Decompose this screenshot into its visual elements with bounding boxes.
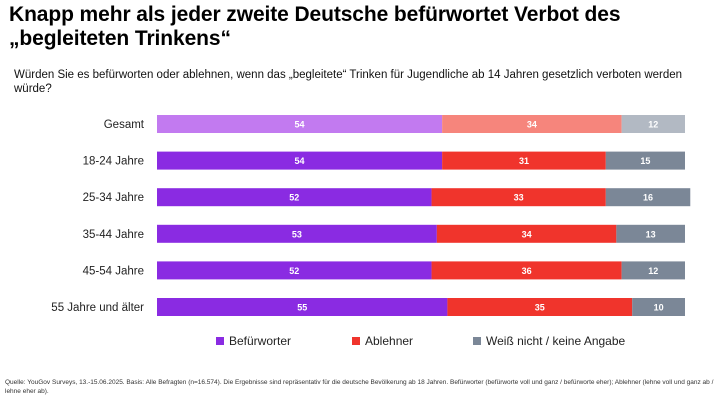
bar-weiss-nicht-keine-angabe-55-jahre-und-aelter: [632, 298, 685, 316]
value-label-weiss-nicht-keine-angabe-gesamt: 12: [648, 120, 658, 130]
bar-weiss-nicht-keine-angabe-18-24-jahre: [605, 151, 685, 170]
value-label-befuerworter-45-54-jahre: 52: [289, 266, 299, 276]
value-label-weiss-nicht-keine-angabe-35-44-jahre: 13: [646, 229, 656, 239]
bar-ablehner-55-jahre-und-aelter: [447, 298, 633, 316]
chart-title: Knapp mehr als jeder zweite Deutsche bef…: [9, 3, 621, 50]
survey-question: Würden Sie es befürworten oder ablehnen,…: [14, 69, 683, 95]
value-label-weiss-nicht-keine-angabe-45-54-jahre: 12: [648, 266, 658, 276]
bar-weiss-nicht-keine-angabe-35-44-jahre: [616, 224, 685, 243]
bar-ablehner-35-44-jahre: [436, 224, 617, 243]
category-label-25-34-jahre: 25-34 Jahre: [83, 192, 144, 204]
legend-item-weiss-nicht: Weiß nicht / keine Angabe: [473, 334, 625, 348]
category-label-gesamt: Gesamt: [104, 119, 145, 131]
source-note: Quelle: YouGov Surveys, 13.-15.06.2025. …: [5, 379, 714, 395]
bar-befuerworter-35-44-jahre: [157, 224, 437, 243]
bar-befuerworter-gesamt: [157, 115, 443, 133]
value-label-befuerworter-55-jahre-und-aelter: 55: [297, 303, 307, 313]
bar-ablehner-gesamt: [442, 115, 622, 133]
value-label-ablehner-35-44-jahre: 34: [522, 229, 532, 239]
value-label-befuerworter-18-24-jahre: 54: [295, 156, 305, 166]
category-label-55-jahre-und-aelter: 55 Jahre und älter: [51, 302, 144, 314]
value-label-ablehner-18-24-jahre: 31: [519, 156, 529, 166]
bar-ablehner-25-34-jahre: [431, 188, 606, 207]
stacked-bar-chart: Gesamt 54 34 12 18-24 Jahre 54 31 15 25-34 Jahre…: [51, 115, 691, 316]
value-label-ablehner-45-54-jahre: 36: [522, 266, 532, 276]
bar-ablehner-45-54-jahre: [431, 261, 622, 280]
category-label-45-54-jahre: 45-54 Jahre: [83, 265, 144, 277]
value-label-weiss-nicht-keine-angabe-18-24-jahre: 15: [640, 156, 650, 166]
legend-label-ablehner: Ablehner: [365, 334, 414, 348]
bar-weiss-nicht-keine-angabe-25-34-jahre: [605, 188, 691, 207]
legend-label-befuerworter: Befürworter: [229, 334, 292, 348]
bar-befuerworter-25-34-jahre: [157, 188, 432, 207]
value-label-befuerworter-gesamt: 54: [295, 120, 305, 130]
value-label-weiss-nicht-keine-angabe-55-jahre-und-aelter: 10: [654, 303, 664, 313]
bar-befuerworter-55-jahre-und-aelter: [157, 298, 448, 316]
value-label-ablehner-25-34-jahre: 33: [514, 193, 524, 203]
value-label-befuerworter-25-34-jahre: 52: [289, 193, 299, 203]
bar-weiss-nicht-keine-angabe-45-54-jahre: [621, 261, 685, 280]
legend-label-weiss-nicht: Weiß nicht / keine Angabe: [486, 334, 626, 348]
category-label-18-24-jahre: 18-24 Jahre: [83, 156, 144, 168]
bar-befuerworter-45-54-jahre: [157, 261, 432, 280]
value-label-weiss-nicht-keine-angabe-25-34-jahre: 16: [643, 193, 653, 203]
legend-swatch-befuerworter: [216, 337, 224, 345]
legend-item-befuerworter: Befürworter: [216, 334, 291, 348]
legend-swatch-weiss-nicht: [473, 337, 481, 345]
bar-ablehner-18-24-jahre: [442, 151, 606, 170]
value-label-ablehner-gesamt: 34: [527, 120, 537, 130]
legend-item-ablehner: Ablehner: [352, 334, 413, 348]
chart-legend: Befürworter Ablehner Weiß nicht / keine …: [0, 334, 720, 352]
bar-weiss-nicht-keine-angabe-gesamt: [621, 115, 685, 133]
legend-swatch-ablehner: [352, 337, 360, 345]
category-label-35-44-jahre: 35-44 Jahre: [83, 229, 144, 241]
value-label-befuerworter-35-44-jahre: 53: [292, 229, 302, 239]
bar-befuerworter-18-24-jahre: [157, 151, 443, 170]
value-label-ablehner-55-jahre-und-aelter: 35: [535, 303, 545, 313]
